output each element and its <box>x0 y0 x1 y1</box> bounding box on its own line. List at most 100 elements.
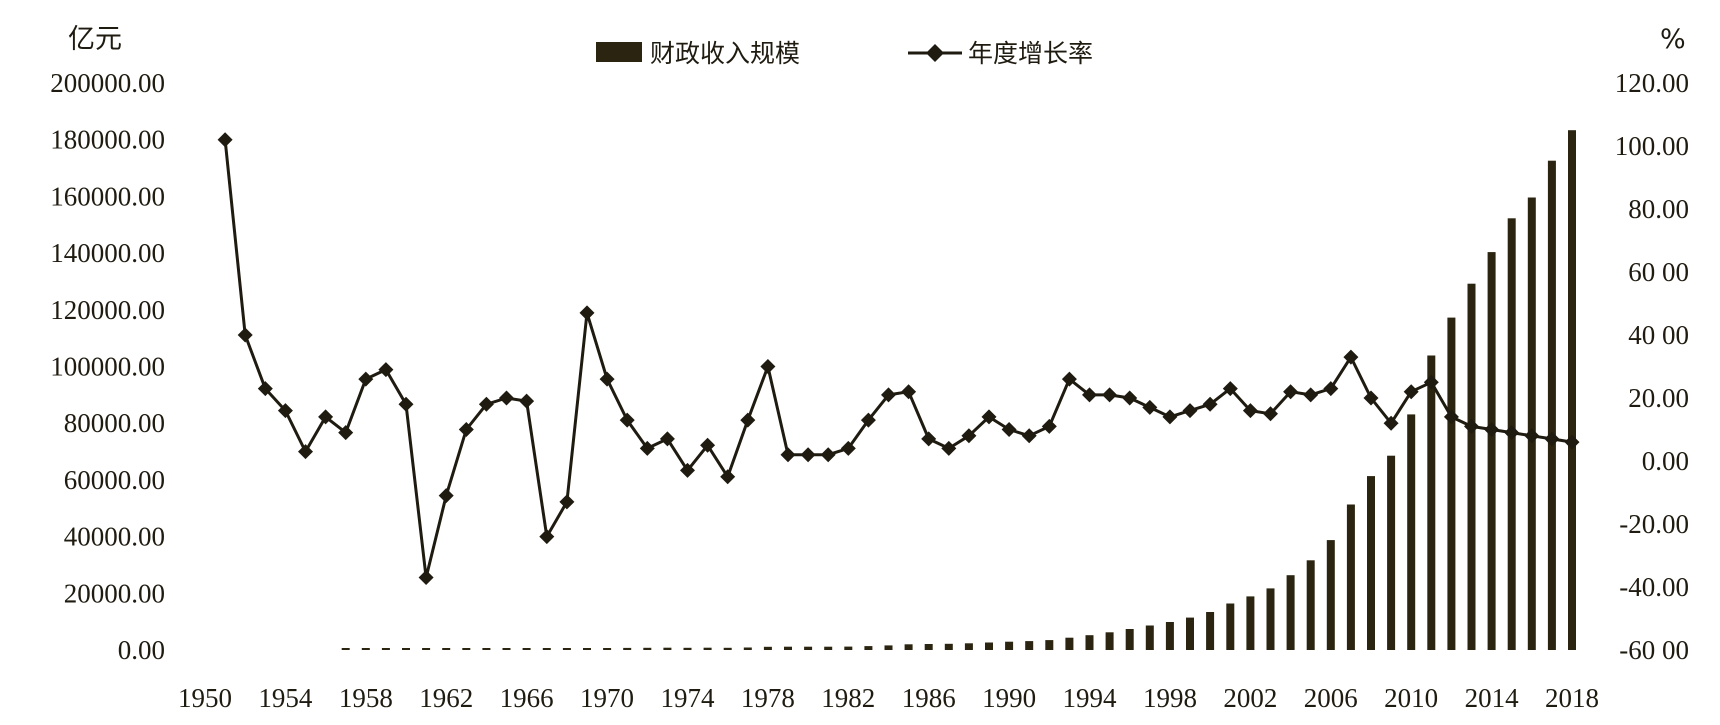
right-tick-label: 100.00 <box>1615 131 1689 161</box>
growth-point-1972 <box>639 440 655 456</box>
bar-2002 <box>1246 596 1255 650</box>
growth-point-1977 <box>740 412 756 428</box>
growth-point-1996 <box>1122 390 1138 406</box>
right-tick-label: 120.00 <box>1615 68 1689 98</box>
growth-point-2011 <box>1423 374 1439 390</box>
legend-bar-swatch <box>596 42 642 62</box>
bar-1987 <box>944 643 953 650</box>
growth-point-1998 <box>1162 409 1178 425</box>
growth-point-2018 <box>1564 434 1580 450</box>
growth-point-2009 <box>1383 415 1399 431</box>
growth-point-1964 <box>478 396 494 412</box>
growth-point-2008 <box>1363 390 1379 406</box>
right-tick-label: 0.00 <box>1642 446 1689 476</box>
right-tick-label: -20.00 <box>1619 509 1689 539</box>
growth-point-1963 <box>458 422 474 437</box>
x-tick-label: 1994 <box>1063 683 1118 713</box>
growth-point-1951 <box>217 132 233 148</box>
bar-1994 <box>1085 635 1094 650</box>
growth-point-1952 <box>237 327 253 343</box>
bar-1977 <box>743 647 752 650</box>
growth-point-1991 <box>1021 428 1037 444</box>
bar-1999 <box>1186 617 1194 650</box>
bar-2006 <box>1326 540 1335 650</box>
bar-2004 <box>1286 575 1295 650</box>
growth-point-1955 <box>298 444 313 460</box>
x-tick-label: 2006 <box>1304 683 1358 713</box>
growth-point-2015 <box>1504 425 1520 441</box>
bar-2018 <box>1568 130 1576 650</box>
growth-point-1984 <box>881 387 896 403</box>
bar-1993 <box>1065 637 1074 650</box>
growth-point-1971 <box>619 412 635 428</box>
bar-1983 <box>864 646 873 650</box>
growth-point-1959 <box>378 362 394 378</box>
legend-line-marker <box>926 44 944 62</box>
growth-point-1988 <box>961 428 977 444</box>
growth-point-1981 <box>820 447 836 463</box>
bar-1980 <box>804 646 813 650</box>
bar-1970 <box>603 648 612 650</box>
bar-series <box>341 130 1576 651</box>
bar-1962 <box>442 648 451 650</box>
x-tick-label: 1974 <box>660 683 715 713</box>
growth-point-1969 <box>579 305 595 321</box>
growth-point-1983 <box>860 412 876 428</box>
bar-2007 <box>1346 504 1355 650</box>
x-tick-label: 2018 <box>1545 683 1599 713</box>
bar-1982 <box>844 646 853 650</box>
growth-point-1979 <box>780 447 796 463</box>
bar-2008 <box>1367 476 1375 650</box>
x-tick-label: 2010 <box>1384 683 1438 713</box>
growth-point-1980 <box>800 447 816 463</box>
x-tick-label: 2014 <box>1465 683 1520 713</box>
bar-2012 <box>1447 317 1456 650</box>
bar-1988 <box>964 643 973 650</box>
growth-point-1973 <box>659 431 675 447</box>
bar-1995 <box>1105 632 1114 650</box>
right-tick-label: 80.00 <box>1628 194 1689 224</box>
growth-point-1992 <box>1041 418 1057 434</box>
bar-1968 <box>562 648 571 650</box>
bar-1972 <box>643 647 652 650</box>
bar-1986 <box>924 644 933 650</box>
growth-point-2010 <box>1403 384 1419 400</box>
growth-point-1974 <box>680 462 695 478</box>
left-axis-unit: 亿元 <box>68 24 122 55</box>
left-tick-label: 20000.00 <box>64 578 165 608</box>
growth-point-1966 <box>519 393 535 409</box>
growth-point-1995 <box>1102 387 1118 403</box>
bar-1964 <box>482 648 491 650</box>
growth-rate-line <box>223 139 1573 579</box>
left-tick-label: 140000.00 <box>50 238 165 268</box>
x-tick-label: 1962 <box>419 683 473 713</box>
bar-1960 <box>402 648 410 650</box>
bar-2010 <box>1407 414 1416 650</box>
legend-line-label: 年度增长率 <box>968 39 1093 68</box>
bar-1996 <box>1125 629 1134 650</box>
x-tick-label: 1966 <box>500 683 554 713</box>
right-tick-label: 40 00 <box>1628 320 1689 350</box>
bar-1997 <box>1145 625 1154 650</box>
left-tick-label: 120000.00 <box>50 295 165 325</box>
x-tick-label: 1970 <box>580 683 634 713</box>
x-tick-label: 1986 <box>902 683 956 713</box>
growth-point-2006 <box>1323 381 1339 397</box>
bar-1958 <box>361 648 370 650</box>
bar-1989 <box>985 642 993 650</box>
bar-1990 <box>1005 641 1014 650</box>
growth-point-1954 <box>277 403 293 419</box>
bar-2000 <box>1206 612 1215 650</box>
growth-point-1994 <box>1082 387 1097 403</box>
growth-point-1962 <box>438 488 454 504</box>
growth-point-1970 <box>599 371 615 387</box>
bar-1985 <box>904 644 913 650</box>
right-tick-label: -60 00 <box>1619 635 1689 665</box>
left-tick-label: 200000.00 <box>50 68 165 98</box>
bar-2005 <box>1306 560 1315 650</box>
bar-1959 <box>381 648 390 650</box>
growth-point-1990 <box>1001 422 1017 437</box>
growth-point-2016 <box>1524 428 1540 444</box>
left-tick-label: 60000.00 <box>64 465 165 495</box>
